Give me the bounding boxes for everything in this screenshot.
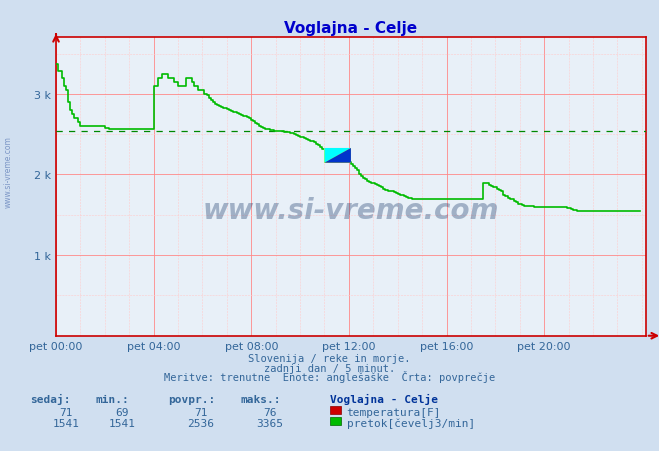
Text: zadnji dan / 5 minut.: zadnji dan / 5 minut.	[264, 363, 395, 373]
Text: povpr.:: povpr.:	[168, 394, 215, 404]
Text: 71: 71	[194, 407, 208, 417]
Bar	[324, 149, 351, 163]
Text: 69: 69	[115, 407, 129, 417]
Text: min.:: min.:	[96, 394, 129, 404]
Polygon shape	[324, 149, 351, 163]
Text: sedaj:: sedaj:	[30, 393, 70, 404]
Text: Voglajna - Celje: Voglajna - Celje	[330, 393, 438, 404]
Text: 76: 76	[264, 407, 277, 417]
Text: www.si-vreme.com: www.si-vreme.com	[203, 197, 499, 225]
Text: 1541: 1541	[109, 418, 135, 428]
Title: Voglajna - Celje: Voglajna - Celje	[284, 21, 418, 36]
Text: maks.:: maks.:	[241, 394, 281, 404]
Text: www.si-vreme.com: www.si-vreme.com	[3, 135, 13, 207]
Polygon shape	[324, 149, 351, 163]
Text: Slovenija / reke in morje.: Slovenija / reke in morje.	[248, 353, 411, 363]
Text: temperatura[F]: temperatura[F]	[347, 407, 441, 417]
Text: 2536: 2536	[188, 418, 214, 428]
Text: 71: 71	[59, 407, 72, 417]
Text: pretok[čevelj3/min]: pretok[čevelj3/min]	[347, 418, 475, 428]
Text: 3365: 3365	[257, 418, 283, 428]
Text: 1541: 1541	[53, 418, 79, 428]
Text: Meritve: trenutne  Enote: anglešaške  Črta: povprečje: Meritve: trenutne Enote: anglešaške Črta…	[164, 371, 495, 382]
